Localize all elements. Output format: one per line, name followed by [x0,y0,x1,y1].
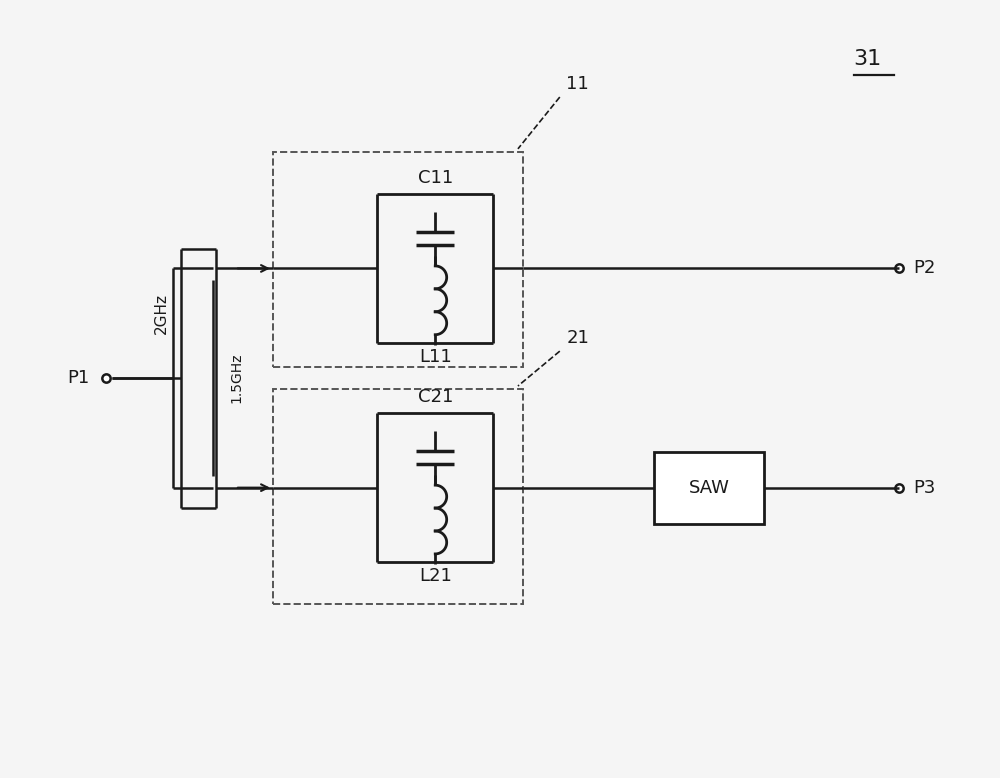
Text: 31: 31 [854,49,882,69]
Text: C21: C21 [418,388,453,406]
Bar [273,152,523,367]
Text: SAW: SAW [689,478,730,496]
Text: L21: L21 [419,567,452,585]
Text: 21: 21 [566,329,589,347]
Text: L11: L11 [419,348,452,366]
Text: P1: P1 [67,369,89,387]
Text: 11: 11 [566,75,589,93]
Text: 1.5GHz: 1.5GHz [229,352,243,403]
Text: 2GHz: 2GHz [154,293,169,334]
Bar [273,389,523,605]
Text: P3: P3 [914,478,936,496]
Text: P2: P2 [914,259,936,278]
Text: C11: C11 [418,169,453,187]
Bar [654,452,764,524]
